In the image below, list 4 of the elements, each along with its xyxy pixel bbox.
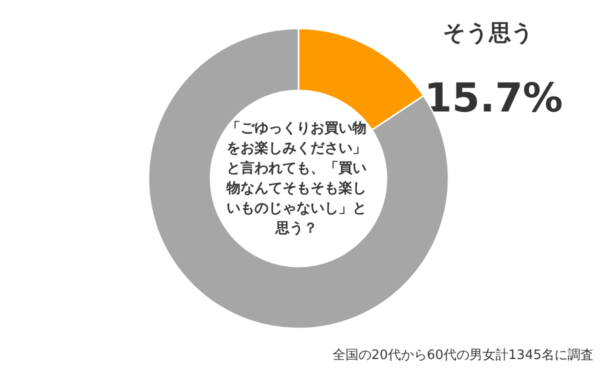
slice-label: そう思う [443, 21, 534, 46]
text: 全国の20代から60代の男女計1345名に調査 [332, 348, 594, 363]
data-label: 15.7% [424, 76, 563, 122]
text: 「ごゆっくりお買い物をお楽しみください」と言われても、「買い物なんてそもそも楽しいものじゃないし」と思う？ [226, 120, 366, 236]
